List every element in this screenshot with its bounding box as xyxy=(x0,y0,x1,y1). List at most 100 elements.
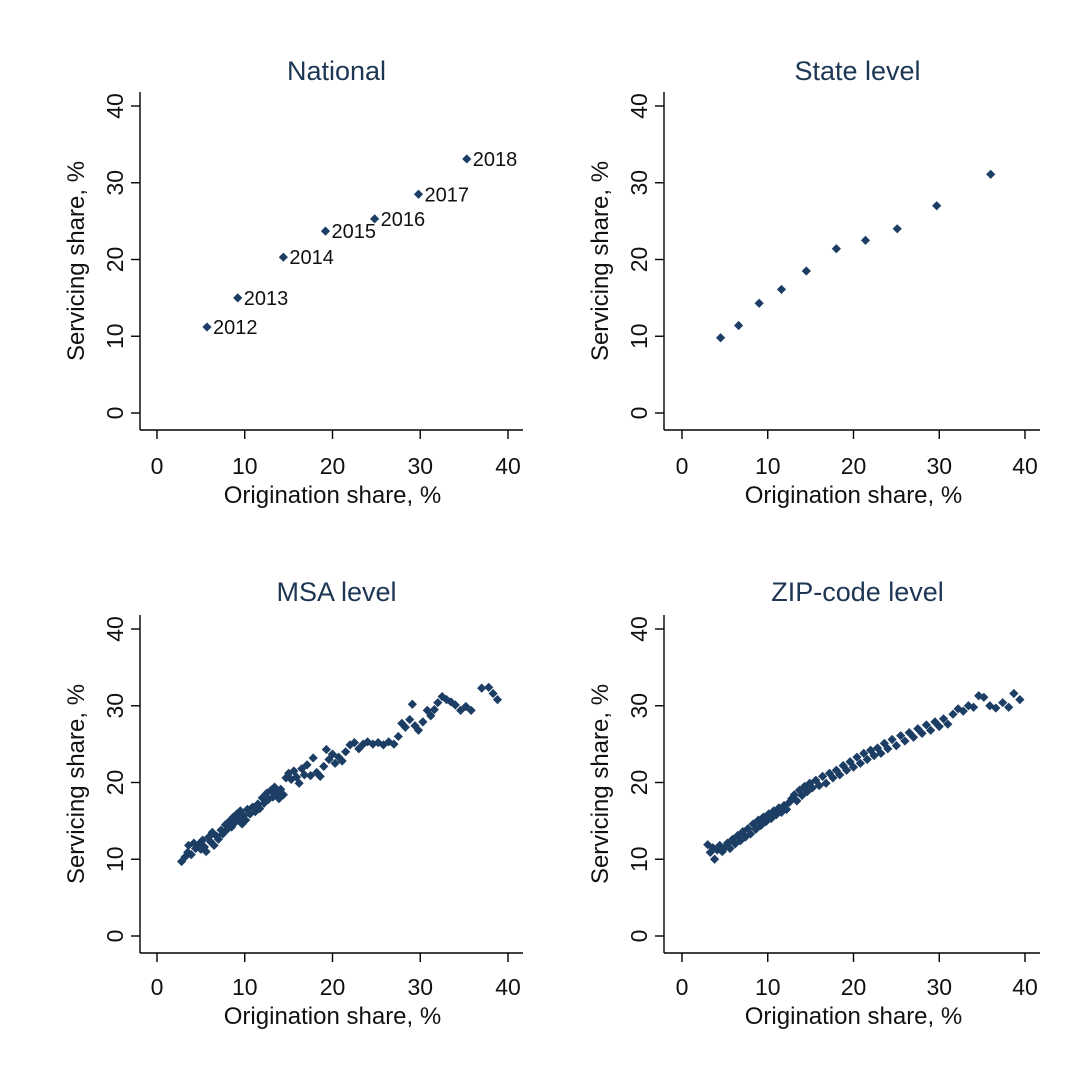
data-point xyxy=(341,747,351,757)
data-point xyxy=(930,717,940,727)
data-point xyxy=(389,739,399,749)
data-point xyxy=(186,850,196,860)
data-point xyxy=(294,778,304,788)
x-tick-label: 0 xyxy=(676,453,689,479)
y-tick-label: 40 xyxy=(102,616,128,642)
point-label: 2016 xyxy=(381,209,426,231)
data-point xyxy=(892,224,902,234)
y-tick-label: 10 xyxy=(626,846,652,872)
x-tick-label: 40 xyxy=(1012,974,1038,1000)
data-point xyxy=(201,846,211,857)
data-point xyxy=(297,764,307,774)
data-point xyxy=(320,226,331,236)
data-point xyxy=(492,695,503,705)
x-tick-label: 40 xyxy=(495,974,521,1000)
data-point xyxy=(991,703,1001,713)
data-point xyxy=(852,752,862,762)
data-point xyxy=(831,244,841,254)
data-point xyxy=(705,847,715,857)
data-point xyxy=(764,809,774,819)
data-point xyxy=(250,807,260,817)
data-point xyxy=(776,807,787,818)
data-point xyxy=(794,785,805,795)
data-point xyxy=(958,706,968,716)
data-point xyxy=(180,852,190,862)
data-point xyxy=(761,817,771,827)
data-point xyxy=(315,771,325,781)
data-point xyxy=(869,751,879,761)
data-point xyxy=(302,760,312,770)
x-tick-label: 30 xyxy=(407,453,433,479)
point-label: 2015 xyxy=(331,221,376,243)
data-point xyxy=(276,784,286,795)
x-tick-label: 10 xyxy=(232,974,258,1000)
data-point xyxy=(743,823,753,834)
data-point xyxy=(456,705,466,715)
data-point xyxy=(241,815,251,825)
data-point xyxy=(968,702,979,712)
data-point xyxy=(407,699,417,709)
data-point xyxy=(934,721,944,732)
data-point xyxy=(715,840,725,851)
x-axis-label: Origination share, % xyxy=(745,482,962,509)
x-tick-label: 30 xyxy=(407,974,433,1000)
data-point xyxy=(842,765,852,775)
data-point xyxy=(730,839,740,849)
data-point xyxy=(792,796,802,806)
y-axis-label: Servicing share, % xyxy=(63,161,90,361)
data-point xyxy=(733,830,743,841)
data-point xyxy=(828,773,838,783)
data-point xyxy=(904,728,914,738)
data-point xyxy=(305,770,316,781)
y-tick-label: 30 xyxy=(626,170,652,196)
x-tick-label: 20 xyxy=(320,974,346,1000)
x-tick-label: 40 xyxy=(1012,453,1038,479)
x-tick-label: 0 xyxy=(151,453,164,479)
data-point xyxy=(308,753,318,763)
data-point xyxy=(766,813,776,824)
y-tick-label: 40 xyxy=(626,93,652,119)
data-point xyxy=(848,762,859,772)
x-tick-label: 20 xyxy=(841,453,867,479)
data-point xyxy=(926,725,936,735)
panel-title: MSA level xyxy=(276,577,396,607)
point-label: 2018 xyxy=(473,149,518,171)
data-point xyxy=(917,728,927,738)
y-tick-label: 20 xyxy=(626,247,652,273)
data-point xyxy=(802,787,812,797)
panel-title: State level xyxy=(794,56,920,86)
data-point xyxy=(209,840,219,851)
point-label: 2017 xyxy=(424,184,469,206)
data-point xyxy=(715,333,726,343)
data-point xyxy=(891,741,901,751)
data-point xyxy=(703,840,713,850)
data-point xyxy=(735,836,745,846)
data-point xyxy=(321,744,331,755)
data-point xyxy=(291,772,302,782)
data-point xyxy=(814,780,824,791)
data-point xyxy=(384,737,394,747)
data-point xyxy=(488,688,498,699)
data-point xyxy=(876,748,886,758)
data-point xyxy=(986,169,996,179)
data-point xyxy=(255,803,265,814)
y-tick-label: 0 xyxy=(102,407,128,420)
panel-title: National xyxy=(287,56,386,86)
data-point xyxy=(477,683,487,693)
data-point xyxy=(948,709,958,719)
data-point xyxy=(319,761,329,771)
data-point xyxy=(349,737,360,748)
x-axis-label: Origination share, % xyxy=(745,1003,962,1030)
data-point xyxy=(896,731,906,741)
data-point xyxy=(801,266,811,276)
x-axis-label: Origination share, % xyxy=(224,1003,441,1030)
data-point xyxy=(797,790,807,801)
data-point xyxy=(378,740,388,750)
x-tick-label: 10 xyxy=(755,974,781,1000)
data-point xyxy=(484,682,494,692)
data-point xyxy=(205,836,216,847)
data-point xyxy=(263,794,274,804)
data-point xyxy=(938,714,949,724)
x-tick-label: 20 xyxy=(841,974,867,1000)
point-label: 2014 xyxy=(289,247,334,269)
